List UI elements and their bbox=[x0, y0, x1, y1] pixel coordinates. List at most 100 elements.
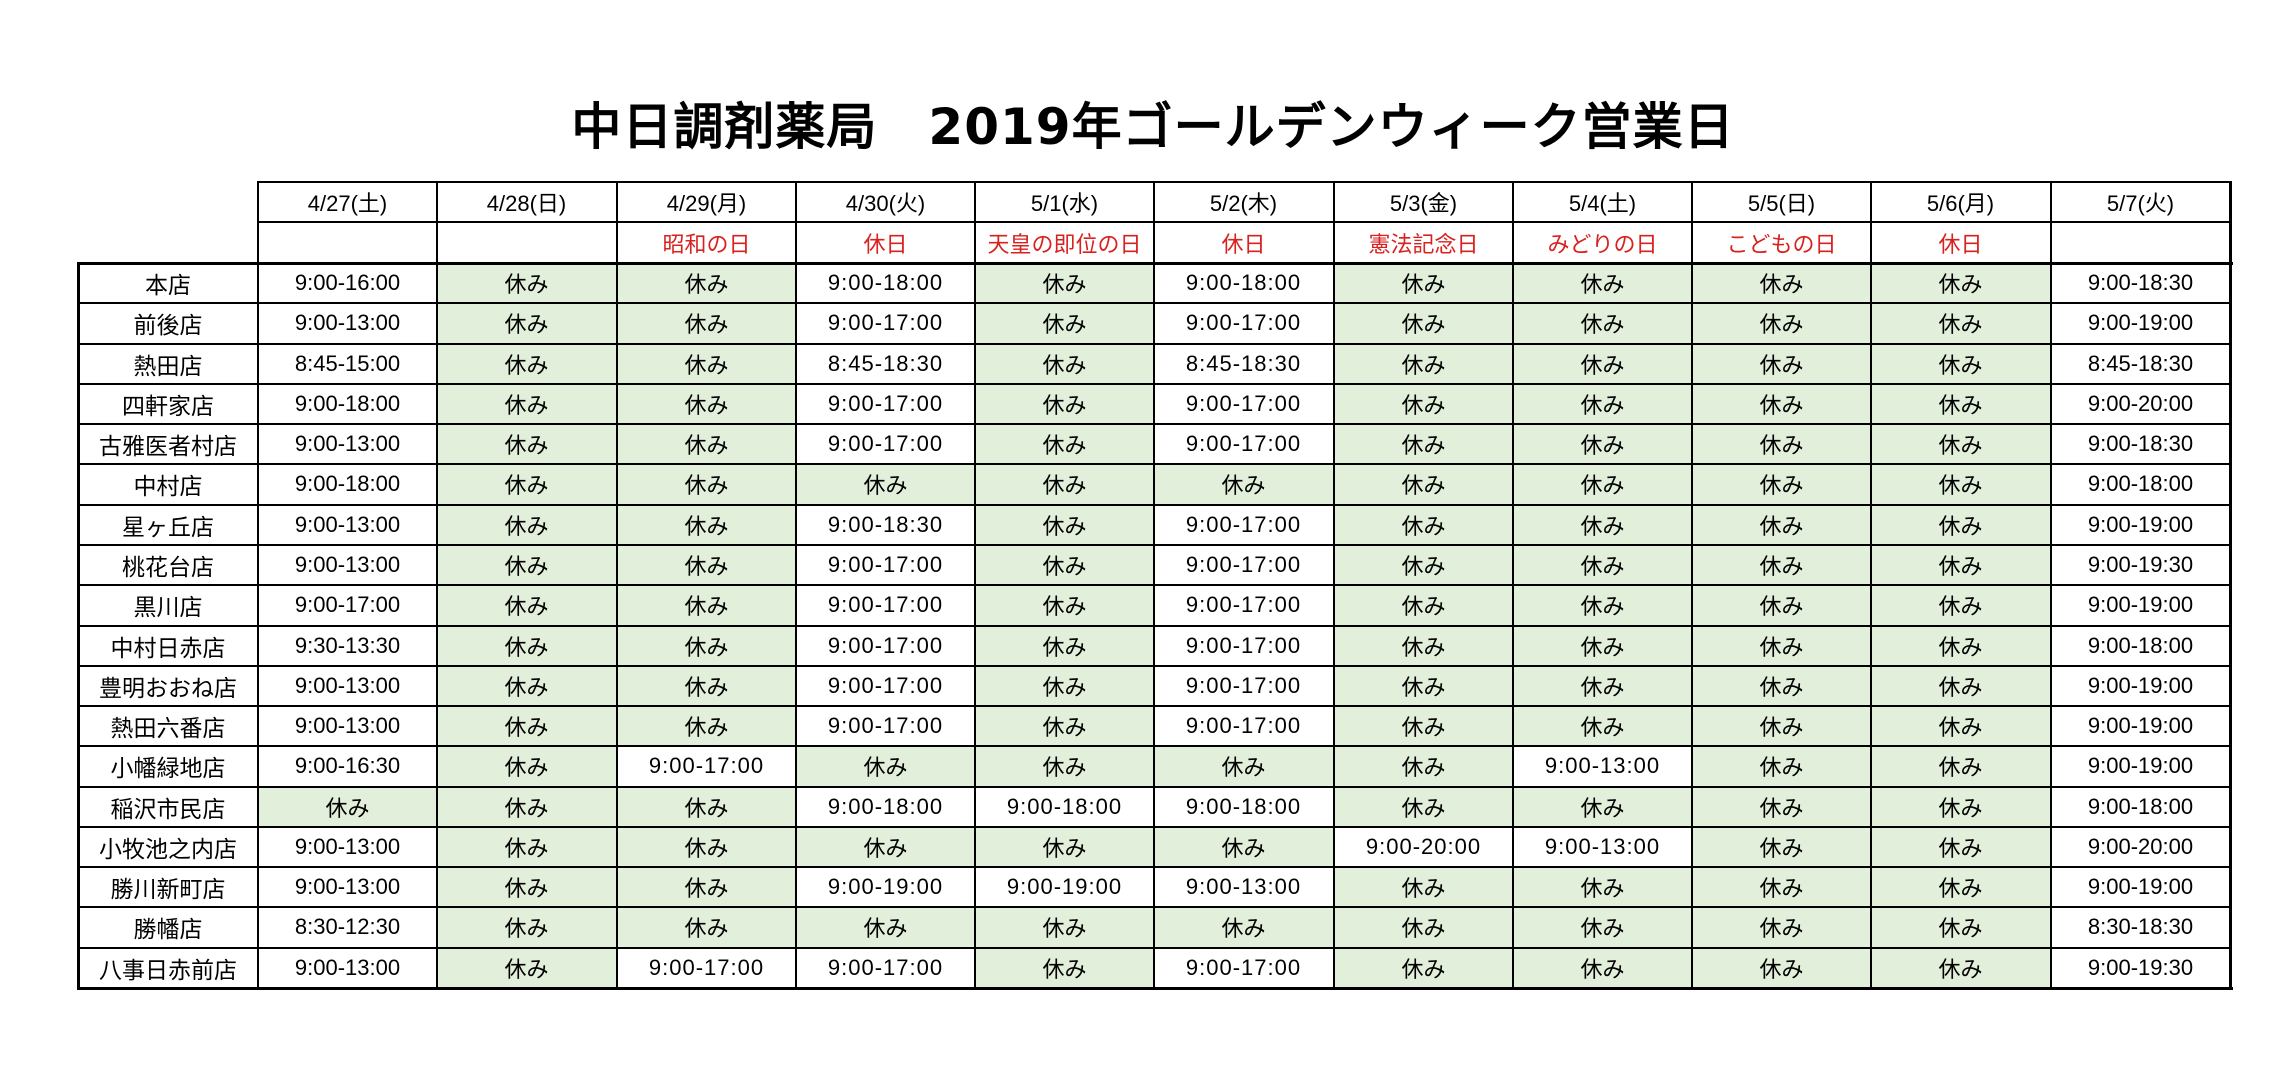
closed-cell: 休み bbox=[796, 907, 975, 947]
column-header-date: 5/2(木) bbox=[1154, 182, 1333, 222]
column-header-holiday: 休日 bbox=[1871, 222, 2050, 263]
closed-cell: 休み bbox=[437, 424, 616, 464]
closed-cell: 休み bbox=[1692, 626, 1871, 666]
closed-cell: 休み bbox=[1871, 787, 2050, 827]
closed-cell: 休み bbox=[1692, 706, 1871, 746]
column-header-holiday bbox=[2051, 222, 2230, 263]
closed-cell: 休み bbox=[617, 585, 796, 625]
column-header-date: 4/27(土) bbox=[258, 182, 437, 222]
column-header-holiday: 憲法記念日 bbox=[1334, 222, 1513, 263]
grid-line bbox=[974, 181, 976, 989]
hours-cell: 9:00-17:00 bbox=[796, 706, 975, 746]
closed-cell: 休み bbox=[437, 344, 616, 384]
store-name: 本店 bbox=[78, 263, 258, 303]
page-title: 中日調剤薬局 2019年ゴールデンウィーク営業日 bbox=[571, 98, 1735, 156]
store-name: 黒川店 bbox=[78, 585, 258, 625]
closed-cell: 休み bbox=[437, 746, 616, 786]
hours-cell: 9:00-17:00 bbox=[1154, 626, 1333, 666]
hours-cell: 8:45-18:30 bbox=[1154, 344, 1333, 384]
closed-cell: 休み bbox=[975, 424, 1154, 464]
grid-line bbox=[795, 181, 797, 989]
store-name: 八事日赤前店 bbox=[78, 948, 258, 988]
closed-cell: 休み bbox=[258, 787, 437, 827]
hours-cell: 8:45-15:00 bbox=[258, 344, 437, 384]
closed-cell: 休み bbox=[975, 827, 1154, 867]
closed-cell: 休み bbox=[1692, 344, 1871, 384]
closed-cell: 休み bbox=[1692, 545, 1871, 585]
closed-cell: 休み bbox=[1871, 907, 2050, 947]
closed-cell: 休み bbox=[617, 787, 796, 827]
closed-cell: 休み bbox=[796, 746, 975, 786]
closed-cell: 休み bbox=[1513, 303, 1692, 343]
closed-cell: 休み bbox=[1692, 464, 1871, 504]
closed-cell: 休み bbox=[1871, 545, 2050, 585]
grid-line bbox=[1512, 181, 1514, 989]
hours-cell: 9:00-17:00 bbox=[796, 626, 975, 666]
closed-cell: 休み bbox=[1692, 746, 1871, 786]
column-header-holiday: みどりの日 bbox=[1513, 222, 1692, 263]
grid-line bbox=[1870, 181, 1872, 989]
closed-cell: 休み bbox=[1513, 384, 1692, 424]
closed-cell: 休み bbox=[1513, 787, 1692, 827]
closed-cell: 休み bbox=[437, 263, 616, 303]
hours-cell: 9:00-17:00 bbox=[1154, 384, 1333, 424]
closed-cell: 休み bbox=[617, 263, 796, 303]
grid-line bbox=[436, 181, 438, 989]
store-name: 熱田店 bbox=[78, 344, 258, 384]
hours-cell: 9:00-13:00 bbox=[1513, 746, 1692, 786]
hours-cell: 9:00-17:00 bbox=[617, 948, 796, 988]
closed-cell: 休み bbox=[1692, 787, 1871, 827]
closed-cell: 休み bbox=[975, 505, 1154, 545]
hours-cell: 9:00-13:00 bbox=[258, 706, 437, 746]
hours-cell: 9:00-13:00 bbox=[258, 948, 437, 988]
hours-cell: 9:00-17:00 bbox=[1154, 424, 1333, 464]
hours-cell: 9:00-17:00 bbox=[796, 303, 975, 343]
hours-cell: 9:00-19:00 bbox=[2051, 585, 2230, 625]
closed-cell: 休み bbox=[1334, 424, 1513, 464]
hours-cell: 9:00-13:00 bbox=[258, 666, 437, 706]
store-name: 熱田六番店 bbox=[78, 706, 258, 746]
column-header-date: 5/6(月) bbox=[1871, 182, 2050, 222]
hours-cell: 9:00-20:00 bbox=[2051, 827, 2230, 867]
closed-cell: 休み bbox=[1692, 666, 1871, 706]
hours-cell: 9:00-13:00 bbox=[1513, 827, 1692, 867]
grid-line bbox=[78, 504, 2232, 506]
hours-cell: 9:00-18:00 bbox=[975, 787, 1154, 827]
closed-cell: 休み bbox=[1692, 505, 1871, 545]
store-name: 古雅医者村店 bbox=[78, 424, 258, 464]
column-header-date: 4/29(月) bbox=[617, 182, 796, 222]
closed-cell: 休み bbox=[1871, 746, 2050, 786]
hours-cell: 9:00-17:00 bbox=[617, 746, 796, 786]
hours-cell: 9:00-17:00 bbox=[796, 424, 975, 464]
grid-line bbox=[2229, 181, 2232, 990]
closed-cell: 休み bbox=[1871, 424, 2050, 464]
closed-cell: 休み bbox=[1871, 344, 2050, 384]
store-name: 勝川新町店 bbox=[78, 867, 258, 907]
closed-cell: 休み bbox=[437, 464, 616, 504]
hours-cell: 9:00-17:00 bbox=[796, 948, 975, 988]
grid-line bbox=[78, 987, 2233, 990]
hours-cell: 9:00-20:00 bbox=[2051, 384, 2230, 424]
closed-cell: 休み bbox=[975, 907, 1154, 947]
grid-line bbox=[78, 826, 2232, 828]
hours-cell: 8:30-12:30 bbox=[258, 907, 437, 947]
closed-cell: 休み bbox=[437, 907, 616, 947]
grid-line bbox=[78, 665, 2232, 667]
closed-cell: 休み bbox=[437, 303, 616, 343]
closed-cell: 休み bbox=[1154, 827, 1333, 867]
hours-cell: 9:00-19:30 bbox=[2051, 545, 2230, 585]
store-name: 桃花台店 bbox=[78, 545, 258, 585]
closed-cell: 休み bbox=[1513, 907, 1692, 947]
grid-line bbox=[1153, 181, 1155, 989]
closed-cell: 休み bbox=[975, 344, 1154, 384]
closed-cell: 休み bbox=[1871, 263, 2050, 303]
hours-cell: 9:00-16:00 bbox=[258, 263, 437, 303]
closed-cell: 休み bbox=[437, 505, 616, 545]
hours-cell: 9:00-17:00 bbox=[1154, 948, 1333, 988]
store-name: 前後店 bbox=[78, 303, 258, 343]
closed-cell: 休み bbox=[617, 545, 796, 585]
column-header-date: 5/5(日) bbox=[1692, 182, 1871, 222]
closed-cell: 休み bbox=[1334, 545, 1513, 585]
grid-line bbox=[78, 584, 2232, 586]
